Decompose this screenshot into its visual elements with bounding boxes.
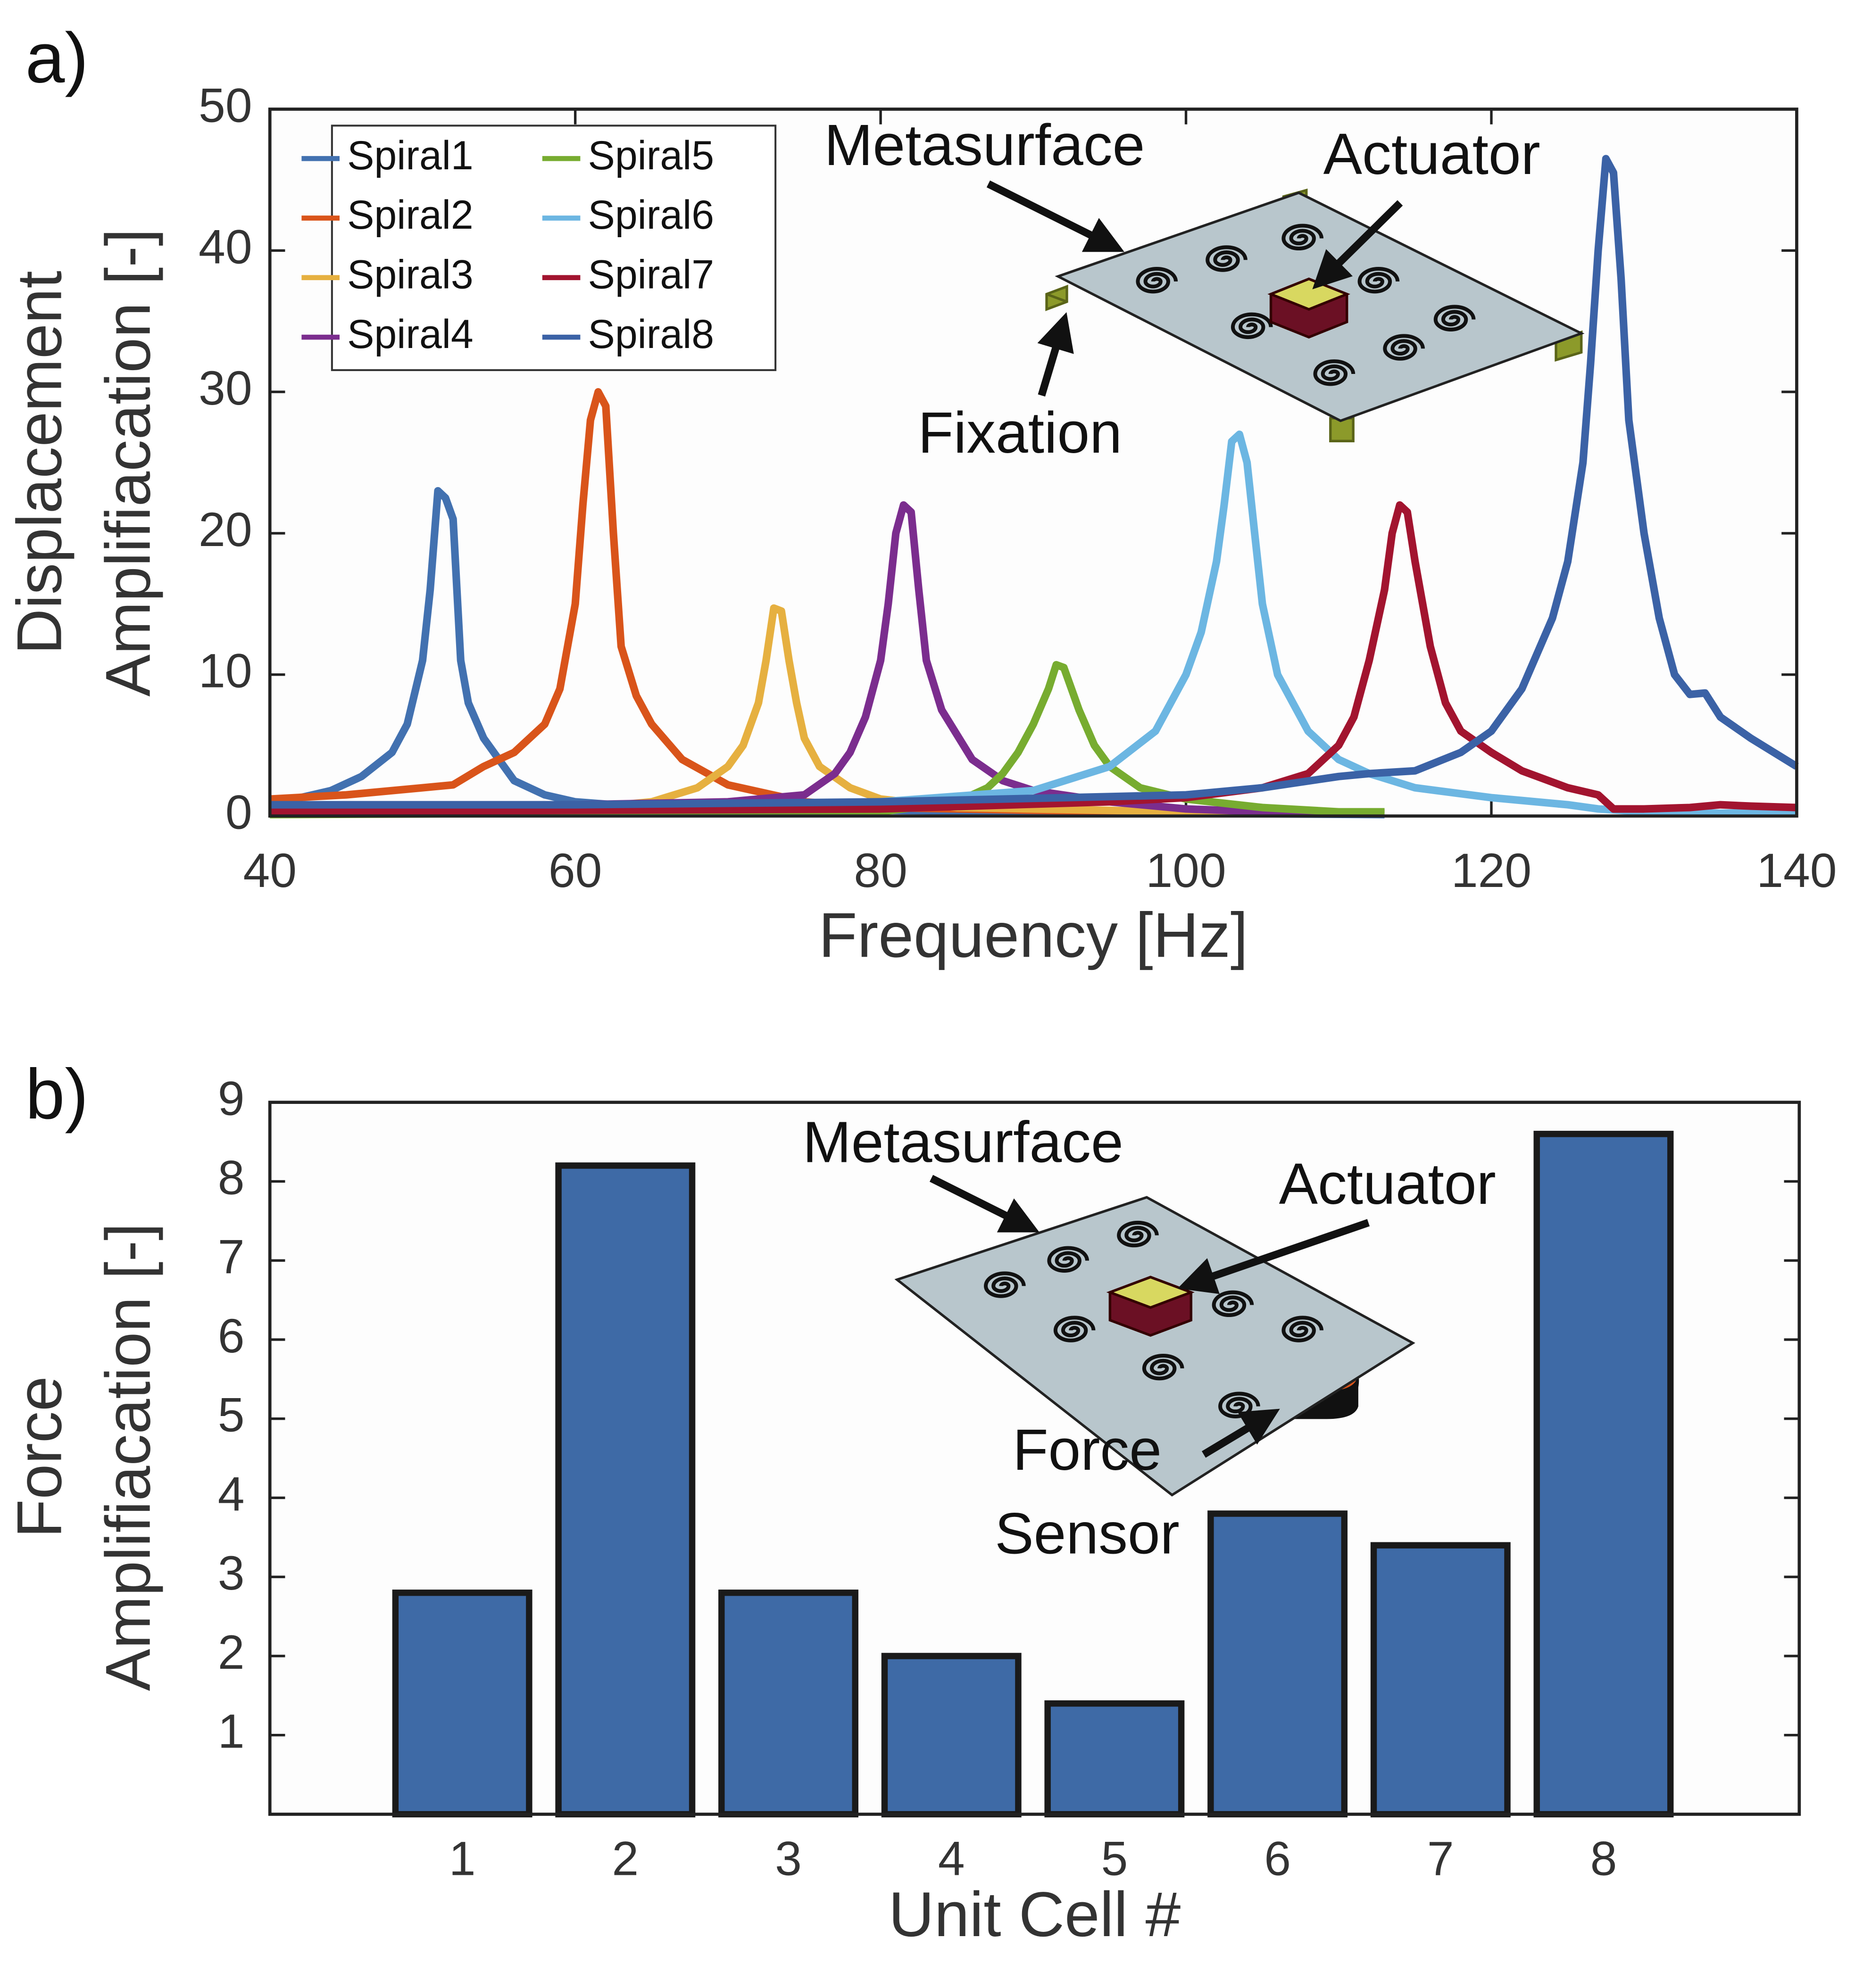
legend-label: Spiral7 bbox=[588, 252, 715, 298]
x-tick-label: 5 bbox=[1101, 1832, 1128, 1886]
y-tick-label: 30 bbox=[199, 361, 252, 415]
y-tick-label: 8 bbox=[218, 1151, 245, 1204]
bar bbox=[1044, 1700, 1185, 1818]
x-tick-label: 3 bbox=[775, 1832, 802, 1886]
panel-label: b) bbox=[25, 1054, 89, 1134]
annotation: Metasurface bbox=[803, 1110, 1123, 1175]
panel-label: a) bbox=[25, 18, 89, 98]
legend-label: Spiral6 bbox=[588, 192, 715, 238]
annotation: Fixation bbox=[918, 400, 1122, 465]
x-axis-label: Frequency [Hz] bbox=[818, 900, 1248, 970]
x-tick-label: 8 bbox=[1590, 1832, 1617, 1886]
bar bbox=[1207, 1510, 1348, 1818]
legend-label: Spiral5 bbox=[588, 133, 715, 178]
x-tick-label: 7 bbox=[1427, 1832, 1454, 1886]
axes-box bbox=[268, 1101, 1801, 1816]
annotation: Sensor bbox=[995, 1501, 1180, 1566]
x-tick-label: 40 bbox=[243, 844, 297, 897]
y-axis-label: Force bbox=[4, 1376, 75, 1538]
x-tick-label: 6 bbox=[1264, 1832, 1291, 1886]
series-line bbox=[270, 155, 1799, 809]
bar bbox=[392, 1590, 532, 1818]
y-tick-label: 3 bbox=[218, 1546, 245, 1600]
x-tick-label: 60 bbox=[549, 844, 602, 897]
bar bbox=[1533, 1131, 1674, 1818]
y-tick-label: 0 bbox=[225, 786, 252, 839]
y-tick-label: 6 bbox=[218, 1309, 245, 1363]
x-tick-label: 1 bbox=[449, 1832, 476, 1886]
inset-b bbox=[894, 1175, 1415, 1497]
x-tick-label: 140 bbox=[1756, 844, 1837, 897]
y-tick-label: 40 bbox=[199, 220, 252, 273]
bar bbox=[718, 1590, 858, 1818]
annotation: Actuator bbox=[1323, 122, 1540, 187]
legend-box bbox=[331, 124, 777, 371]
y-tick-label: 2 bbox=[218, 1625, 245, 1679]
legend-label: Spiral2 bbox=[347, 192, 474, 238]
y-axis-label: Amplifiacation [-] bbox=[93, 229, 164, 697]
x-tick-label: 120 bbox=[1451, 844, 1531, 897]
series-line bbox=[270, 431, 1797, 817]
y-tick-label: 4 bbox=[218, 1467, 245, 1521]
inset-a bbox=[986, 180, 1585, 443]
legend-label: Spiral8 bbox=[588, 312, 715, 357]
y-axis-label: Amplifiacation [-] bbox=[93, 1223, 164, 1691]
annotation: Metasurface bbox=[824, 113, 1145, 178]
y-tick-label: 5 bbox=[218, 1388, 245, 1442]
x-axis-label: Unit Cell # bbox=[889, 1879, 1181, 1950]
bar bbox=[555, 1162, 696, 1818]
x-tick-label: 100 bbox=[1146, 844, 1226, 897]
y-tick-label: 50 bbox=[199, 78, 252, 132]
panel-b: 1 2 3 4 5 6 7 8 9 1 2 3 4 5 6 7 8 b) Unit Cell # Force Ampli… bbox=[4, 1054, 1801, 1950]
x-tick-label: 2 bbox=[612, 1832, 639, 1886]
panel-a: 40 60 80 100 120 140 0 10 20 30 40 50 Spiral1 Spiral2… bbox=[4, 18, 1837, 971]
annotation: Force bbox=[1013, 1417, 1162, 1483]
x-tick-label: 4 bbox=[938, 1832, 965, 1886]
legend-label: Spiral3 bbox=[347, 252, 474, 298]
y-tick-label: 20 bbox=[199, 503, 252, 556]
y-tick-label: 9 bbox=[218, 1072, 245, 1126]
legend-label: Spiral1 bbox=[347, 133, 474, 178]
y-tick-label: 7 bbox=[218, 1230, 245, 1284]
y-axis-label: Displacement bbox=[4, 271, 75, 654]
axes-box bbox=[268, 108, 1798, 818]
y-tick-label: 1 bbox=[218, 1705, 245, 1758]
annotation: Actuator bbox=[1279, 1151, 1496, 1217]
legend-label: Spiral4 bbox=[347, 312, 474, 357]
bar bbox=[881, 1653, 1022, 1818]
y-tick-label: 10 bbox=[199, 644, 252, 698]
x-tick-label: 80 bbox=[854, 844, 907, 897]
series-line bbox=[270, 661, 1385, 819]
bar bbox=[1370, 1542, 1511, 1818]
